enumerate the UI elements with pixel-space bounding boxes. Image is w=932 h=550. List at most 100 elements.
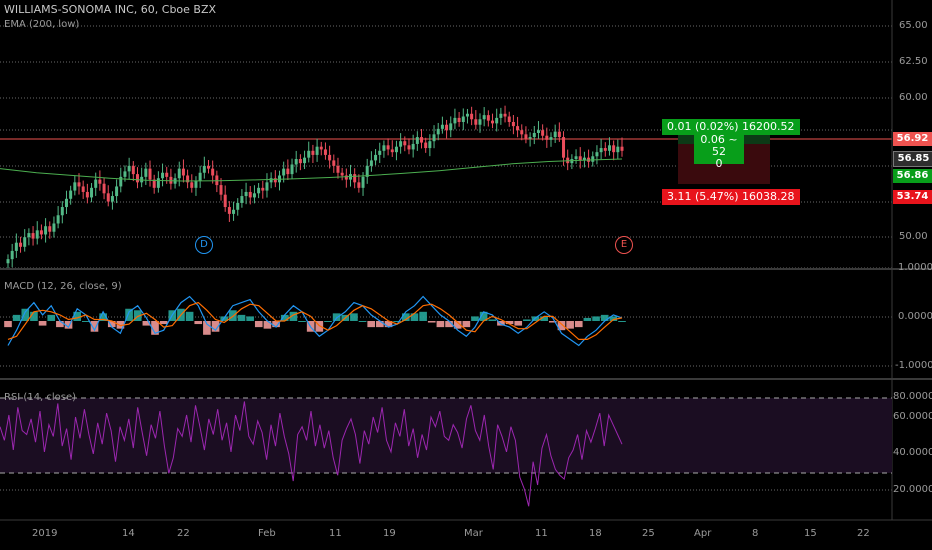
candle-body: [478, 119, 482, 125]
candle-body: [524, 134, 528, 139]
macd-histogram-bar: [609, 316, 618, 321]
macd-legend[interactable]: MACD (12, 26, close, 9): [4, 281, 122, 292]
candle-body: [495, 117, 499, 124]
macd-histogram-bar: [90, 321, 99, 332]
candle-body: [578, 156, 582, 161]
candle-body: [374, 154, 378, 161]
candle-body: [282, 168, 286, 176]
candle-body: [294, 159, 298, 165]
candle-body: [244, 191, 248, 197]
candle-body: [232, 209, 236, 214]
candle-body: [620, 146, 624, 151]
candle-body: [152, 179, 156, 188]
candle-body: [557, 131, 561, 138]
symbol-legend[interactable]: WILLIAMS-SONOMA INC, 60, Cboe BZX: [4, 3, 217, 16]
candle-body: [311, 150, 315, 155]
candle-body: [461, 116, 465, 122]
position-middle-line2: 0: [715, 157, 723, 170]
macd-histogram-bar: [401, 313, 410, 321]
macd-histogram-bar: [38, 321, 47, 326]
macd-histogram-bar: [64, 321, 73, 329]
dividend-marker[interactable]: D: [195, 236, 213, 254]
position-middle-label[interactable]: 0.06 ~ 52 0: [694, 134, 744, 170]
rsi-axis-label: 20.0000: [893, 484, 932, 495]
candle-body: [35, 230, 39, 239]
candle-body: [286, 168, 290, 175]
candle-body: [123, 171, 127, 177]
target-price-tag: 56.86: [893, 169, 932, 183]
rsi-legend[interactable]: RSI (14, close): [4, 392, 77, 403]
candle-body: [161, 172, 165, 179]
candle-body: [549, 137, 553, 140]
candle-body: [394, 146, 398, 153]
macd-histogram-bar: [254, 321, 263, 328]
candle-body: [236, 202, 240, 210]
candle-body: [6, 259, 10, 264]
macd-histogram-bar: [298, 321, 306, 322]
earnings-marker[interactable]: E: [615, 236, 633, 254]
position-profit-label[interactable]: 0.01 (0.02%) 16200.52: [662, 119, 800, 135]
candle-body: [328, 154, 332, 161]
candle-body: [211, 168, 215, 176]
position-loss-label[interactable]: 3.11 (5.47%) 16038.28: [662, 189, 800, 205]
last-price-tag: 56.85: [893, 151, 932, 167]
macd-histogram-bar: [566, 321, 574, 329]
ema-legend[interactable]: EMA (200, low): [4, 19, 80, 30]
candle-body: [553, 131, 557, 138]
candle-body: [482, 115, 486, 120]
candle-body: [165, 172, 169, 177]
price-axis-label: 62.50: [899, 56, 928, 67]
candle-body: [90, 187, 94, 198]
candle-body: [574, 156, 578, 160]
candle-body: [332, 160, 336, 166]
candle-body: [110, 196, 114, 202]
candle-body: [219, 185, 223, 195]
candle-body: [474, 119, 478, 125]
candle-body: [315, 146, 319, 155]
candle-body: [545, 135, 549, 140]
macd-histogram-bar: [583, 317, 592, 321]
candle-body: [532, 132, 536, 138]
macd-histogram-bar: [471, 316, 479, 321]
candle-body: [428, 141, 432, 149]
macd-histogram-bar: [410, 313, 419, 321]
rsi-axis-label: 60.0000: [893, 411, 932, 422]
macd-histogram-bar: [263, 321, 272, 329]
candle-body: [290, 164, 294, 175]
candle-body: [298, 159, 302, 164]
candle-body: [445, 124, 449, 131]
candle-body: [378, 150, 382, 155]
price-axis-label: 65.00: [899, 20, 928, 31]
candle-body: [420, 137, 424, 143]
candle-body: [60, 207, 64, 216]
price-axis-label: 60.00: [899, 92, 928, 103]
macd-histogram-bar: [505, 321, 514, 325]
candle-body: [119, 176, 123, 187]
candle-body: [177, 168, 181, 179]
stop-price-tag: 53.74: [893, 190, 932, 204]
candle-body: [390, 149, 394, 153]
macd-histogram-bar: [30, 311, 38, 321]
candle-body: [562, 137, 566, 158]
candle-body: [44, 226, 48, 235]
time-axis-label: 25: [642, 528, 655, 539]
macd-histogram-bar: [82, 321, 90, 322]
candle-body: [465, 113, 469, 117]
macd-line: [7, 295, 623, 347]
candle-body: [407, 145, 411, 150]
candle-body: [432, 134, 436, 142]
candle-body: [449, 123, 453, 131]
candle-body: [516, 126, 520, 131]
candle-body: [440, 124, 444, 129]
candle-body: [323, 149, 327, 155]
time-axis-label: 11: [535, 528, 548, 539]
candle-body: [599, 148, 603, 153]
candle-body: [64, 198, 68, 208]
candle-body: [499, 113, 503, 118]
macd-histogram-bar: [393, 321, 401, 322]
macd-histogram-bar: [47, 314, 56, 321]
macd-histogram-bar: [618, 321, 626, 322]
candle-body: [69, 190, 73, 199]
